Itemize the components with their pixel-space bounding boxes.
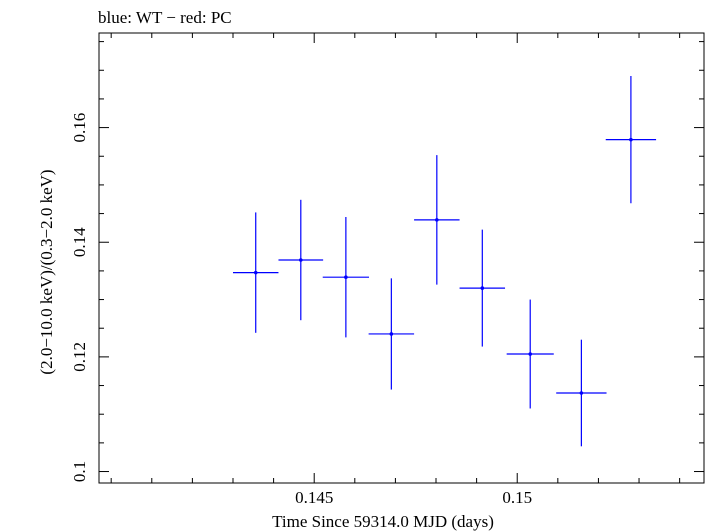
point-marker bbox=[579, 391, 584, 395]
data-point bbox=[459, 229, 506, 347]
chart-title: blue: WT − red: PC bbox=[98, 8, 232, 27]
plot-frame bbox=[98, 32, 705, 484]
y-tick-label: 0.16 bbox=[70, 113, 89, 143]
y-tick-label: 0.12 bbox=[70, 342, 89, 372]
point-marker bbox=[629, 137, 633, 142]
data-point bbox=[322, 217, 370, 338]
point-marker bbox=[389, 332, 394, 336]
point-marker bbox=[528, 352, 533, 356]
x-tick-label: 0.145 bbox=[295, 488, 333, 507]
y-tick-label: 0.1 bbox=[70, 461, 89, 482]
point-marker bbox=[480, 286, 485, 290]
data-point bbox=[414, 155, 460, 285]
y-tick-label: 0.14 bbox=[70, 227, 89, 257]
data-point bbox=[278, 199, 324, 321]
data-point bbox=[556, 339, 607, 447]
data-point bbox=[506, 299, 554, 409]
x-tick-label: 0.15 bbox=[502, 488, 532, 507]
data-point bbox=[232, 212, 279, 333]
axis-ticks: 0.145 0.15 0.1 0.12 0.14 0.16 bbox=[70, 33, 704, 507]
point-marker bbox=[299, 258, 303, 262]
data-series bbox=[232, 75, 657, 447]
y-axis-label: (2.0−10.0 keV)/(0.3−2.0 keV) bbox=[37, 169, 56, 374]
point-marker bbox=[253, 270, 258, 275]
data-point bbox=[368, 278, 415, 390]
data-point bbox=[605, 75, 657, 204]
point-marker bbox=[435, 218, 439, 222]
x-axis-label: Time Since 59314.0 MJD (days) bbox=[272, 512, 494, 531]
point-marker bbox=[344, 275, 348, 280]
